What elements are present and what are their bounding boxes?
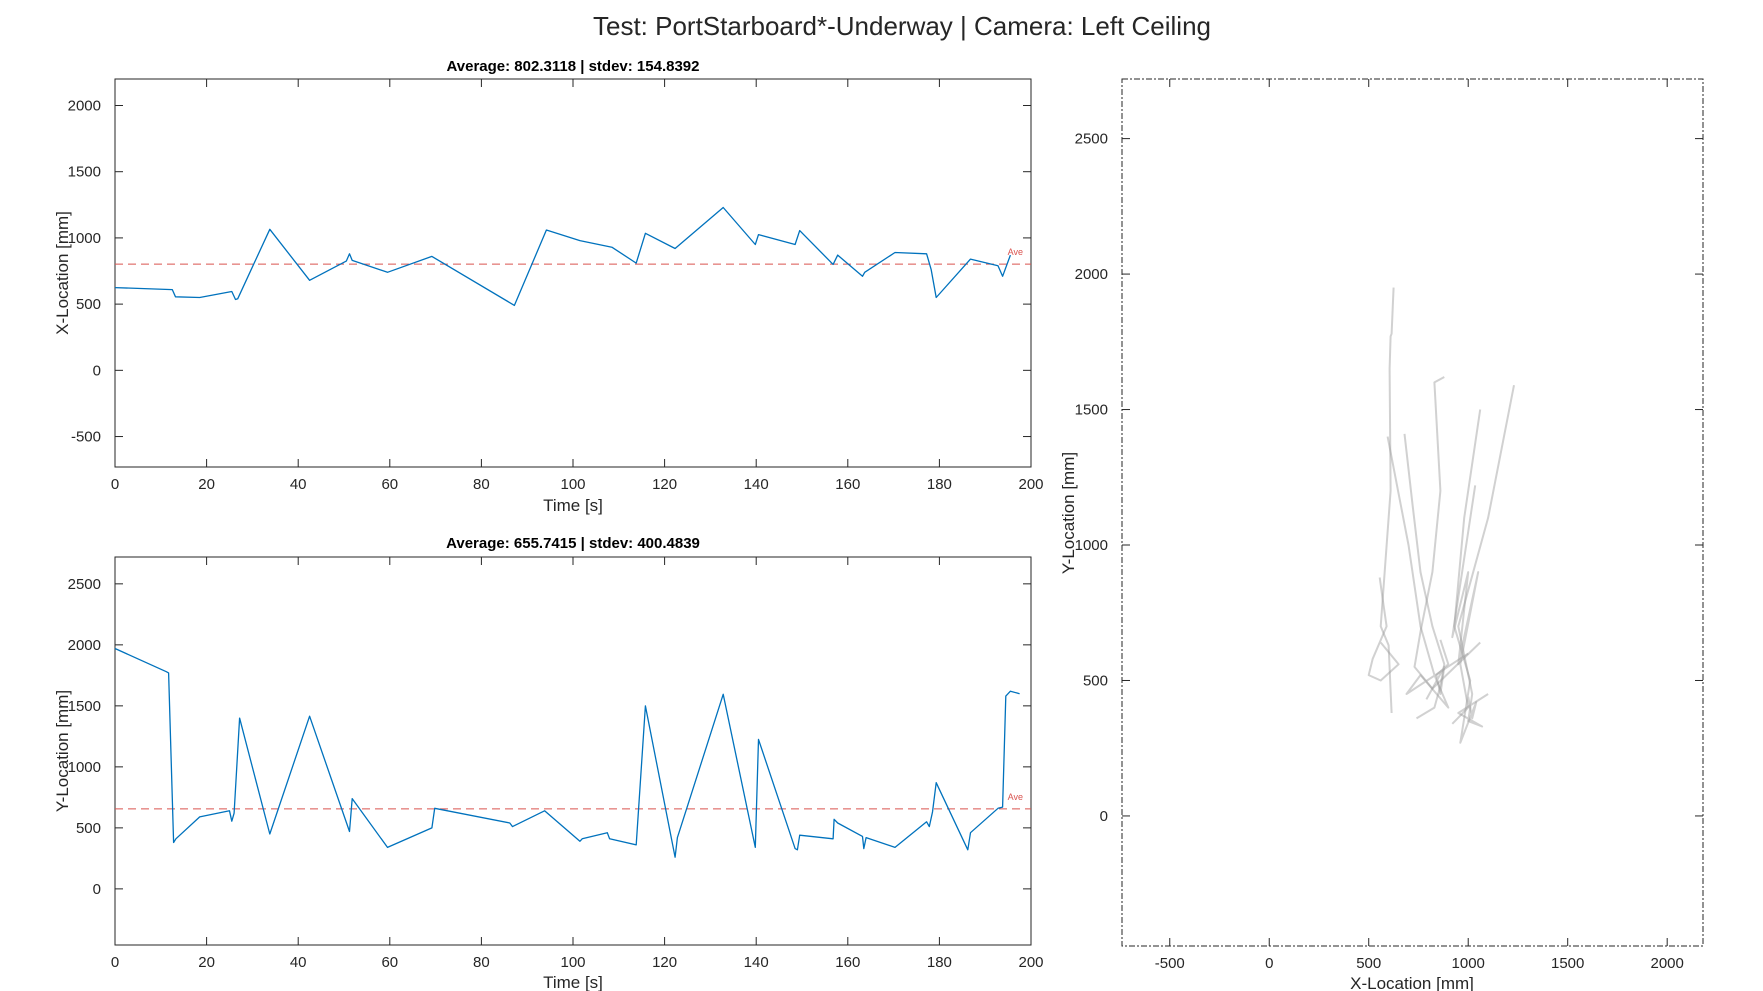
trajectory-plot-frame [1121, 78, 1704, 947]
y-plot-xtick-label: 20 [198, 954, 215, 971]
trajectory-xtick-label: 500 [1356, 955, 1381, 972]
y-plot-ytick-label: 0 [93, 881, 101, 898]
x-plot-xtick-label: 60 [381, 476, 398, 493]
x-plot-xtick-label: 20 [198, 476, 215, 493]
y-plot-ytick-label: 500 [76, 820, 101, 837]
trajectory-ytick-label: 0 [1100, 808, 1108, 825]
x-plot-xtick-label: 140 [744, 476, 769, 493]
trajectory-path [1386, 436, 1469, 709]
y-plot-ytick-label: 1000 [68, 759, 101, 776]
x-plot-average-label: Ave [1008, 247, 1023, 257]
y-location-series-line [114, 647, 1020, 858]
trajectory-xticks: -500 0 500 1000 1500 2000 [1155, 79, 1684, 972]
trajectory-path [1379, 287, 1395, 714]
x-plot-xtick-label: 100 [560, 476, 585, 493]
y-plot-xtick-label: 160 [835, 954, 860, 971]
trajectory-xtick-label: 2000 [1650, 955, 1683, 972]
trajectory-ytick-label: 1000 [1075, 537, 1108, 554]
y-plot-xtick-label: 40 [290, 954, 307, 971]
y-plot-ytick-label: 1500 [68, 698, 101, 715]
y-plot-xtick-label: 80 [473, 954, 490, 971]
x-plot-ytick-label: -500 [71, 429, 101, 446]
x-plot-xtick-label: 120 [652, 476, 677, 493]
trajectory-path [1453, 409, 1482, 744]
x-location-plot: Average: 802.3118 | stdev: 154.8392 0 20 4… [53, 58, 1044, 515]
y-plot-ylabel: Y-Location [mm] [53, 690, 72, 812]
trajectory-plot: -500 0 500 1000 1500 2000 0 500 1000 1500 2000 250… [1059, 78, 1704, 991]
trajectory-xlabel: X-Location [mm] [1350, 974, 1474, 991]
x-plot-ytick-label: 2000 [68, 97, 101, 114]
x-plot-xticks: 0 20 40 60 80 100 120 140 160 180 200 [111, 79, 1044, 493]
x-plot-xtick-label: 40 [290, 476, 307, 493]
x-plot-ytick-label: 0 [93, 362, 101, 379]
y-plot-ytick-label: 2000 [68, 637, 101, 654]
x-location-series-line [114, 206, 1012, 307]
trajectory-path [1425, 639, 1450, 700]
y-plot-xticks: 0 20 40 60 80 100 120 140 160 180 200 [111, 557, 1044, 971]
y-plot-xtick-label: 140 [744, 954, 769, 971]
x-plot-ylabel: X-Location [mm] [53, 211, 72, 335]
y-plot-xtick-label: 180 [927, 954, 952, 971]
y-plot-average-label: Ave [1008, 792, 1023, 802]
y-plot-title: Average: 655.7415 | stdev: 400.4839 [446, 535, 700, 552]
y-plot-xlabel: Time [s] [543, 973, 603, 991]
x-plot-xlabel: Time [s] [543, 496, 603, 515]
x-plot-xtick-label: 180 [927, 476, 952, 493]
y-plot-xtick-label: 120 [652, 954, 677, 971]
trajectory-ytick-label: 2500 [1075, 131, 1108, 148]
y-location-plot: Average: 655.7415 | stdev: 400.4839 0 20 4… [53, 535, 1044, 991]
x-plot-ytick-label: 500 [76, 296, 101, 313]
y-plot-xtick-label: 200 [1018, 954, 1043, 971]
x-plot-title: Average: 802.3118 | stdev: 154.8392 [447, 58, 700, 75]
x-plot-xtick-label: 200 [1018, 476, 1043, 493]
x-plot-ytick-label: 1500 [68, 164, 101, 181]
x-plot-xtick-label: 80 [473, 476, 490, 493]
trajectory-yticks: 0 500 1000 1500 2000 2500 [1075, 131, 1703, 825]
trajectory-path [1451, 485, 1480, 725]
y-plot-xtick-label: 0 [111, 954, 119, 971]
trajectory-xtick-label: 1500 [1551, 955, 1584, 972]
x-plot-xtick-label: 0 [111, 476, 119, 493]
figure-title: Test: PortStarboard*-Underway | Camera: … [593, 11, 1211, 41]
trajectory-ytick-label: 2000 [1075, 266, 1108, 283]
trajectory-ytick-label: 500 [1083, 672, 1108, 689]
x-plot-yticks: -500 0 500 1000 1500 2000 [68, 97, 1031, 446]
trajectory-xtick-label: 0 [1265, 955, 1273, 972]
x-plot-ytick-label: 1000 [68, 230, 101, 247]
y-plot-xtick-label: 100 [560, 954, 585, 971]
trajectory-path [1367, 577, 1400, 682]
y-plot-yticks: 0 500 1000 1500 2000 2500 [68, 576, 1031, 898]
y-plot-ytick-label: 2500 [68, 576, 101, 593]
trajectory-path [1413, 376, 1481, 690]
x-plot-xtick-label: 160 [835, 476, 860, 493]
trajectory-xtick-label: -500 [1155, 955, 1185, 972]
trajectory-path [1403, 433, 1446, 720]
trajectory-path [1457, 385, 1515, 728]
trajectory-paths [1367, 287, 1515, 744]
trajectory-ylabel: Y-Location [mm] [1059, 452, 1078, 574]
y-plot-xtick-label: 60 [381, 954, 398, 971]
trajectory-xtick-label: 1000 [1452, 955, 1485, 972]
trajectory-ytick-label: 1500 [1075, 402, 1108, 419]
